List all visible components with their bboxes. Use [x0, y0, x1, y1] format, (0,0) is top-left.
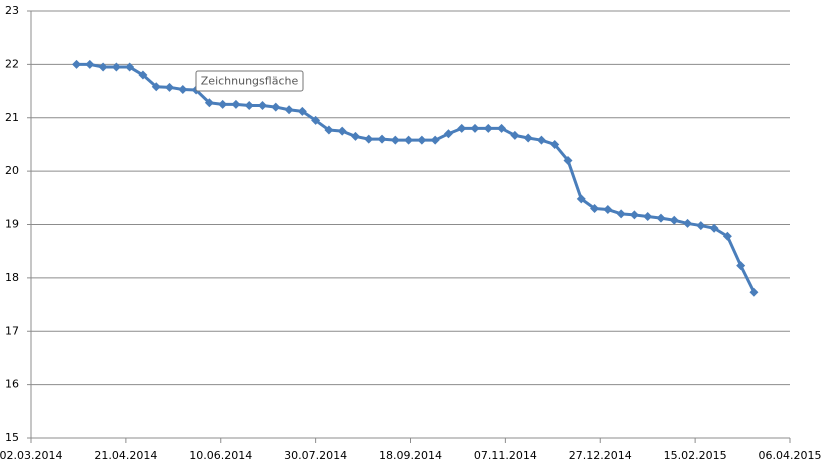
y-tick-label: 17: [5, 324, 19, 337]
marker: [72, 59, 82, 69]
marker: [696, 221, 706, 231]
y-tick-label: 22: [5, 57, 19, 70]
marker: [244, 100, 254, 110]
marker: [590, 203, 600, 213]
y-tick-label: 18: [5, 271, 19, 284]
marker: [563, 155, 573, 165]
x-tick-label: 18.09.2014: [379, 449, 442, 462]
x-tick-label: 27.12.2014: [569, 449, 632, 462]
x-tick-label: 30.07.2014: [284, 449, 347, 462]
y-tick-label: 15: [5, 431, 19, 444]
y-tick-label: 16: [5, 378, 19, 391]
marker: [457, 123, 467, 133]
marker: [125, 62, 135, 72]
marker: [616, 209, 626, 219]
marker: [271, 102, 281, 112]
marker: [85, 59, 95, 69]
marker: [324, 125, 334, 135]
marker: [390, 135, 400, 145]
marker: [497, 123, 507, 133]
marker: [311, 115, 321, 125]
marker: [297, 106, 307, 116]
marker: [204, 98, 214, 108]
marker: [629, 210, 639, 220]
marker: [669, 215, 679, 225]
marker: [430, 135, 440, 145]
y-tick-label: 23: [5, 4, 19, 17]
marker: [231, 99, 241, 109]
marker: [576, 194, 586, 204]
marker: [377, 134, 387, 144]
marker: [536, 135, 546, 145]
marker: [111, 62, 121, 72]
marker: [138, 70, 148, 80]
y-tick-label: 19: [5, 218, 19, 231]
marker: [417, 135, 427, 145]
x-tick-label: 06.04.2015: [759, 449, 822, 462]
tooltip-text: Zeichnungsfläche: [201, 75, 299, 88]
marker: [683, 218, 693, 228]
marker: [483, 123, 493, 133]
marker: [749, 287, 759, 297]
marker: [550, 139, 560, 149]
marker: [523, 133, 533, 143]
x-tick-label: 21.04.2014: [94, 449, 157, 462]
marker: [284, 105, 294, 115]
x-tick-label: 10.06.2014: [189, 449, 252, 462]
marker: [350, 131, 360, 141]
marker: [337, 126, 347, 136]
marker: [643, 211, 653, 221]
marker: [709, 223, 719, 233]
marker: [470, 123, 480, 133]
marker: [603, 205, 613, 215]
marker: [443, 129, 453, 139]
marker: [510, 130, 520, 140]
tooltip-box: [195, 70, 304, 92]
x-tick-label: 02.03.2014: [0, 449, 62, 462]
tooltip: Zeichnungsfläche: [195, 70, 304, 92]
series-line: [76, 62, 756, 293]
marker: [722, 231, 732, 241]
marker: [151, 82, 161, 92]
y-tick-label: 20: [5, 164, 19, 177]
x-tick-label: 07.11.2014: [474, 449, 537, 462]
marker: [218, 99, 228, 109]
marker: [178, 84, 188, 94]
marker: [364, 134, 374, 144]
marker: [736, 261, 746, 271]
marker: [98, 62, 108, 72]
marker: [656, 213, 666, 223]
marker: [257, 100, 267, 110]
y-tick-label: 21: [5, 111, 19, 124]
marker: [165, 82, 175, 92]
x-tick-label: 15.02.2015: [664, 449, 727, 462]
marker: [404, 135, 414, 145]
